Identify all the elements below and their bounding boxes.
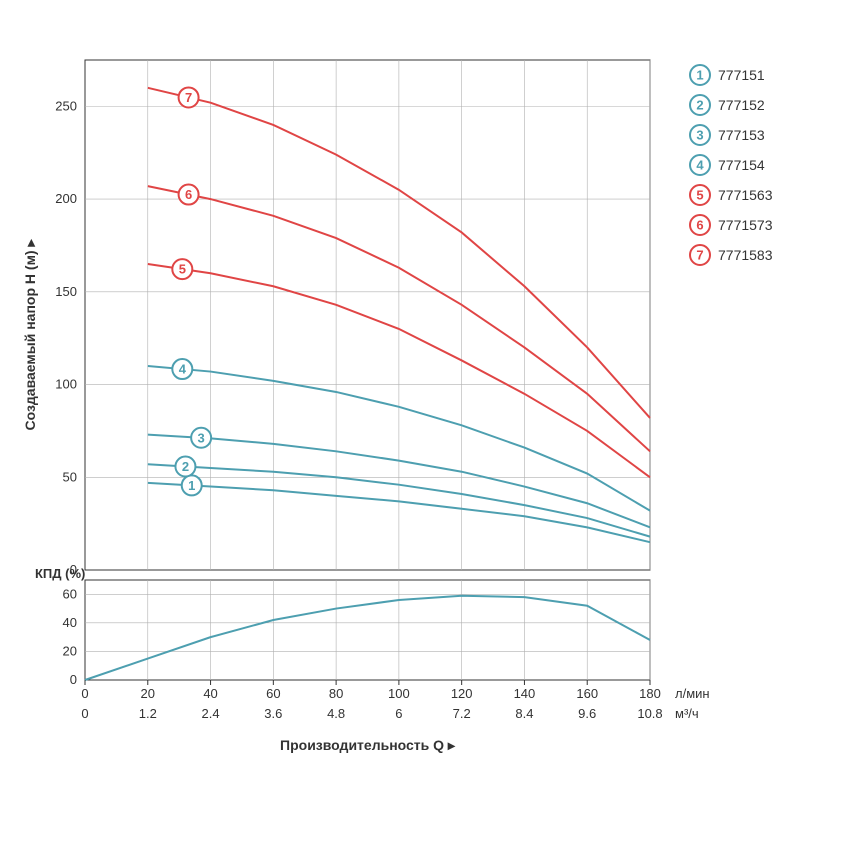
y-tick-label: 50 — [63, 469, 77, 484]
x-tick-m3h: 6 — [395, 706, 402, 721]
efficiency-plot-area — [85, 580, 650, 680]
legend-label-7: 7771583 — [718, 247, 773, 263]
legend-marker-num-1: 1 — [696, 68, 703, 83]
x-tick-m3h: 1.2 — [139, 706, 157, 721]
x-tick-lmin: 40 — [203, 686, 217, 701]
eff-y-tick: 40 — [63, 615, 77, 630]
eff-y-tick: 0 — [70, 672, 77, 687]
x-tick-m3h: 3.6 — [264, 706, 282, 721]
legend-label-6: 7771573 — [718, 217, 773, 233]
eff-y-tick: 20 — [63, 643, 77, 658]
legend-label-2: 777152 — [718, 97, 765, 113]
x-tick-lmin: 80 — [329, 686, 343, 701]
x-tick-m3h: 0 — [81, 706, 88, 721]
x-tick-lmin: 180 — [639, 686, 661, 701]
x-axis-title: Производительность Q ▸ — [280, 737, 456, 753]
y-tick-label: 250 — [55, 98, 77, 113]
legend-marker-num-5: 5 — [696, 188, 703, 203]
main-plot-area — [85, 60, 650, 570]
x-unit-lmin: л/мин — [675, 686, 710, 701]
x-tick-m3h: 2.4 — [202, 706, 220, 721]
y-tick-label: 150 — [55, 284, 77, 299]
y-tick-label: 100 — [55, 377, 77, 392]
y-tick-label: 200 — [55, 191, 77, 206]
x-tick-lmin: 160 — [576, 686, 598, 701]
x-tick-m3h: 10.8 — [637, 706, 662, 721]
eff-y-tick: 60 — [63, 586, 77, 601]
legend-label-3: 777153 — [718, 127, 765, 143]
series-marker-label-4: 4 — [179, 362, 187, 377]
x-tick-m3h: 4.8 — [327, 706, 345, 721]
legend-marker-num-7: 7 — [696, 248, 703, 263]
x-tick-lmin: 120 — [451, 686, 473, 701]
series-marker-label-7: 7 — [185, 90, 192, 105]
y-axis-label: Создаваемый напор H (м) ▸ — [22, 239, 38, 431]
x-tick-m3h: 8.4 — [515, 706, 533, 721]
series-marker-label-1: 1 — [188, 478, 195, 493]
series-marker-label-5: 5 — [179, 262, 186, 277]
legend-label-4: 777154 — [718, 157, 765, 173]
x-tick-lmin: 0 — [81, 686, 88, 701]
efficiency-axis-label: КПД (%) — [35, 566, 85, 581]
x-tick-lmin: 140 — [514, 686, 536, 701]
legend-marker-num-3: 3 — [696, 128, 703, 143]
series-marker-label-3: 3 — [198, 430, 205, 445]
x-tick-lmin: 100 — [388, 686, 410, 701]
x-tick-m3h: 9.6 — [578, 706, 596, 721]
legend-marker-num-2: 2 — [696, 98, 703, 113]
x-unit-m3h: м³/ч — [675, 706, 699, 721]
legend-label-5: 7771563 — [718, 187, 773, 203]
x-tick-lmin: 20 — [141, 686, 155, 701]
series-marker-label-6: 6 — [185, 187, 192, 202]
x-tick-lmin: 60 — [266, 686, 280, 701]
legend-label-1: 777151 — [718, 67, 765, 83]
series-marker-label-2: 2 — [182, 459, 189, 474]
legend-marker-num-4: 4 — [696, 158, 704, 173]
x-tick-m3h: 7.2 — [453, 706, 471, 721]
legend-marker-num-6: 6 — [696, 218, 703, 233]
efficiency-curve — [85, 596, 650, 680]
